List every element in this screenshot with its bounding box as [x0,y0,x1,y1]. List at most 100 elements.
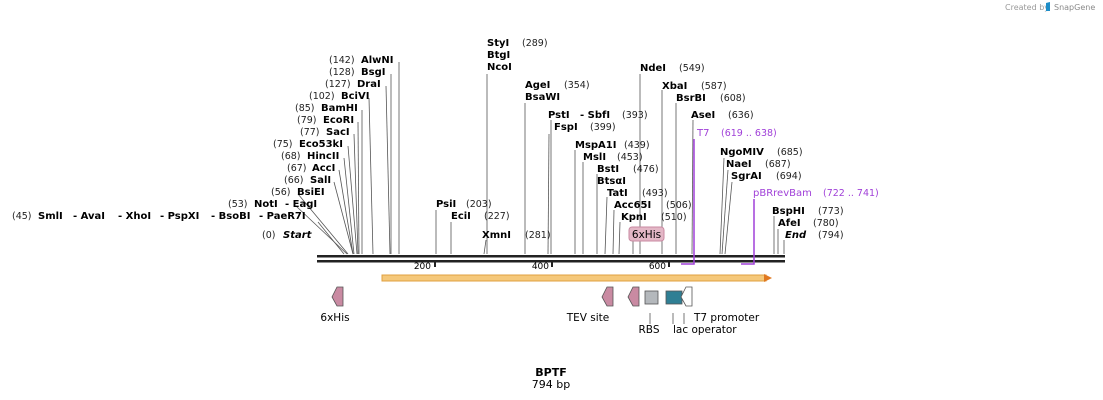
site-pos: (289) [522,38,548,49]
site-pos: (453) [617,152,643,163]
site-pos: (506) [666,200,692,211]
site-label[interactable]: - BsoBI [211,211,250,222]
site-label[interactable]: EciI [451,211,471,222]
site-label[interactable]: XmnI [482,230,511,241]
site-label[interactable]: SalI [310,175,331,186]
site-pos: (773) [818,206,844,217]
orf-arrowhead-icon [764,274,772,282]
site-label[interactable]: Eco53kI [299,139,343,150]
site-label[interactable]: Acc65I [614,200,651,211]
site-label[interactable]: NotI [254,199,278,210]
site-label[interactable]: StyI [487,38,509,49]
site-pos: (45) [12,211,32,222]
primer-pbrrevbam[interactable]: pBRrevBam (722 .. 741) [741,188,879,265]
site-label[interactable]: SmlI [38,211,63,222]
site-label[interactable]: TatI [607,188,628,199]
site-pos: (66) [284,175,304,186]
feature-his-right[interactable] [627,286,640,307]
site-label[interactable]: - EagI [285,199,317,210]
site-label[interactable]: BstI [597,164,619,175]
axis-ticks: 200 400 600 [414,260,670,272]
site-pos: (56) [271,187,291,198]
site-label[interactable]: AfeI [778,218,801,229]
site-pos: (393) [622,110,648,121]
site-label[interactable]: BsrBI [676,93,706,104]
primer-t7-label[interactable]: T7 [696,128,709,139]
site-label[interactable]: SgrAI [731,171,762,182]
feature-t7-promoter[interactable]: T7 promoter [680,286,760,324]
site-label[interactable]: BamHI [321,103,358,114]
site-pos: (694) [776,171,802,182]
site-pos: (77) [300,127,320,138]
site-label[interactable]: MslI [583,152,606,163]
feature-rbs[interactable]: RBS [639,290,660,336]
primer-pbrrevbam-arrow-icon [741,199,755,265]
site-label[interactable]: XbaI [662,81,687,92]
site-labels-right: NdeI (549) XbaI (587) BsrBI (608) AseI (… [640,63,844,241]
site-label[interactable]: AgeI [525,80,550,91]
site-label[interactable]: EcoRI [323,115,354,126]
site-label[interactable]: AseI [691,110,715,121]
site-label[interactable]: - PspXI [160,211,199,222]
orf-arrow[interactable] [381,274,772,282]
snapgene-logo-icon [1046,2,1050,11]
site-label[interactable]: BtgI [487,50,510,61]
lac-operator-box [665,290,683,305]
site-label[interactable]: BciVI [341,91,369,102]
primer-pbrrevbam-label[interactable]: pBRrevBam [753,188,812,199]
site-pos: (128) [329,67,355,78]
primer-t7[interactable]: T7 (619 .. 638) [681,128,777,265]
site-label[interactable]: BsgI [361,67,385,78]
site-labels-left: (45) SmlI - AvaI - XhoI - PspXI - BsoBI … [12,55,394,241]
site-pos: (476) [633,164,659,175]
site-label[interactable]: AccI [312,163,335,174]
site-pos: (281) [525,230,551,241]
site-label[interactable]: NcoI [487,62,512,73]
site-label[interactable]: PsiI [436,199,456,210]
his-tag-highlight[interactable]: 6xHis [628,226,665,254]
site-label[interactable]: BsiEI [297,187,325,198]
credit-prefix: Created by [1005,3,1049,12]
site-label[interactable]: NgoMIV [720,147,764,158]
site-label[interactable]: BspHI [772,206,805,217]
site-label[interactable]: FspI [554,122,578,133]
tick-400 [551,260,553,267]
site-label[interactable]: - XhoI [118,211,151,222]
site-label[interactable]: KpnI [621,212,647,223]
site-label[interactable]: HincII [307,151,339,162]
site-label[interactable]: BtsαI [597,176,626,187]
site-pos: (780) [813,218,839,229]
site-label[interactable]: BsaWI [525,92,560,103]
his-tag-box[interactable] [628,226,665,242]
site-pos: (127) [325,79,351,90]
site-label[interactable]: - SbfI [580,110,610,121]
site-label[interactable]: - AvaI [73,211,105,222]
site-label[interactable]: - PaeR7I [259,211,306,222]
site-label[interactable]: DraI [357,79,381,90]
site-pos: (354) [564,80,590,91]
tev-label: TEV site [566,312,610,324]
tick-200 [434,260,436,267]
site-label[interactable]: PstI [548,110,570,121]
end-label[interactable]: End [785,230,807,241]
start-label[interactable]: Start [283,230,313,241]
primer-t7-arrow-icon [681,139,695,265]
site-label[interactable]: SacI [326,127,350,138]
site-label[interactable]: NaeI [726,159,752,170]
site-pos: (587) [701,81,727,92]
feature-his-left[interactable]: 6xHis [320,286,350,324]
plasmid-name: BPTF [535,366,566,379]
site-label[interactable]: NdeI [640,63,666,74]
tev-arrow-icon [601,286,614,307]
primer-pbrrevbam-range: (722 .. 741) [823,188,879,199]
feature-tev[interactable]: TEV site [566,286,614,324]
site-label[interactable]: MspA1I [575,140,616,151]
site-pos: (227) [484,211,510,222]
site-pos: (203) [466,199,492,210]
feature-lac-operator[interactable]: lac operator [665,290,737,336]
site-label[interactable]: AlwNI [361,55,394,66]
credit-brand: SnapGene [1054,3,1095,12]
his-left-label: 6xHis [320,312,349,324]
plasmid-length: 794 bp [532,378,570,391]
